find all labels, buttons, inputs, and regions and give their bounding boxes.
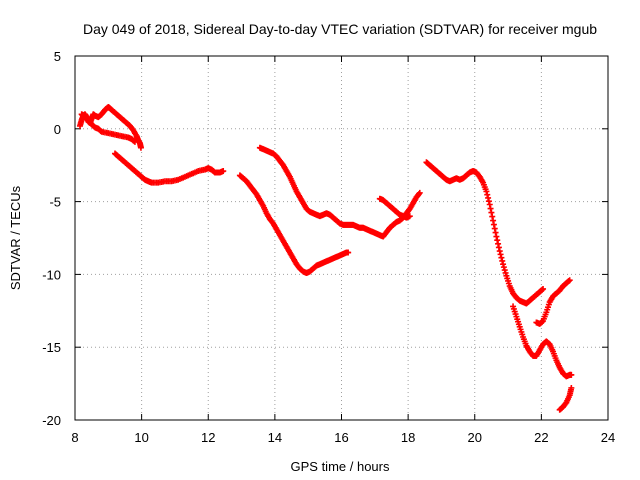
- series-arc5: [256, 144, 423, 240]
- data-point-marker: [490, 221, 497, 228]
- series-arc2: [78, 111, 138, 145]
- data-point-marker: [485, 198, 492, 205]
- grid-layer: [75, 56, 608, 420]
- y-tick-label: -10: [42, 267, 61, 282]
- data-point-marker: [415, 190, 422, 197]
- chart-title: Day 049 of 2018, Sidereal Day-to-day VTE…: [83, 21, 597, 37]
- y-tick-label: 5: [54, 49, 61, 64]
- series-arc4: [236, 172, 352, 276]
- data-point-marker: [568, 384, 575, 391]
- data-point-marker: [493, 233, 500, 240]
- data-point-marker: [498, 254, 505, 261]
- x-tick-label: 10: [134, 430, 148, 445]
- data-point-marker: [484, 191, 491, 198]
- data-point-marker: [540, 285, 547, 292]
- data-layer: [76, 103, 575, 413]
- x-axis-label: GPS time / hours: [291, 459, 390, 474]
- series-arc3: [111, 150, 227, 186]
- plot-frame: [74, 55, 609, 421]
- data-point-marker: [502, 269, 509, 276]
- series-arc10: [556, 384, 575, 413]
- data-point-marker: [568, 371, 575, 378]
- data-point-marker: [491, 225, 498, 232]
- data-point-marker: [496, 248, 503, 255]
- data-point-marker: [500, 261, 507, 268]
- data-point-marker: [486, 201, 493, 208]
- data-point-marker: [494, 237, 501, 244]
- data-point-marker: [492, 229, 499, 236]
- x-tick-label: 18: [401, 430, 415, 445]
- data-point-marker: [490, 217, 497, 224]
- data-point-marker: [487, 205, 494, 212]
- data-point-marker: [500, 264, 507, 271]
- data-point-marker: [406, 213, 413, 220]
- data-point-marker: [131, 138, 138, 145]
- x-tick-label: 12: [201, 430, 215, 445]
- series-arc8: [510, 303, 575, 380]
- tick-layer: 8 10 12 14 16 18 20 22 24 5 0 -5 -10 -15 -20: [42, 49, 615, 445]
- data-point-marker: [345, 249, 352, 256]
- x-tick-label: 16: [334, 430, 348, 445]
- data-point-marker: [501, 267, 508, 274]
- data-point-marker: [416, 189, 423, 196]
- series-arc6: [376, 195, 413, 221]
- x-tick-label: 24: [601, 430, 615, 445]
- series-arc9: [533, 277, 573, 327]
- data-point-marker: [499, 257, 506, 264]
- y-tick-label: -20: [42, 413, 61, 428]
- data-point-marker: [489, 213, 496, 220]
- data-point-marker: [220, 168, 227, 175]
- y-tick-label: 0: [54, 122, 61, 137]
- y-tick-label: -15: [42, 340, 61, 355]
- data-point-marker: [566, 277, 573, 284]
- x-tick-label: 14: [268, 430, 282, 445]
- data-point-marker: [497, 251, 504, 258]
- series-arc7: [423, 159, 547, 307]
- x-tick-label: 20: [468, 430, 482, 445]
- data-point-marker: [483, 188, 490, 195]
- y-tick-label: -5: [49, 195, 61, 210]
- x-tick-label: 8: [71, 430, 78, 445]
- y-axis-label: SDTVAR / TECUs: [8, 185, 23, 290]
- data-point-marker: [495, 244, 502, 251]
- x-tick-label: 22: [534, 430, 548, 445]
- data-point-marker: [485, 194, 492, 201]
- data-point-marker: [488, 209, 495, 216]
- data-point-marker: [495, 240, 502, 247]
- data-point-marker: [137, 144, 144, 151]
